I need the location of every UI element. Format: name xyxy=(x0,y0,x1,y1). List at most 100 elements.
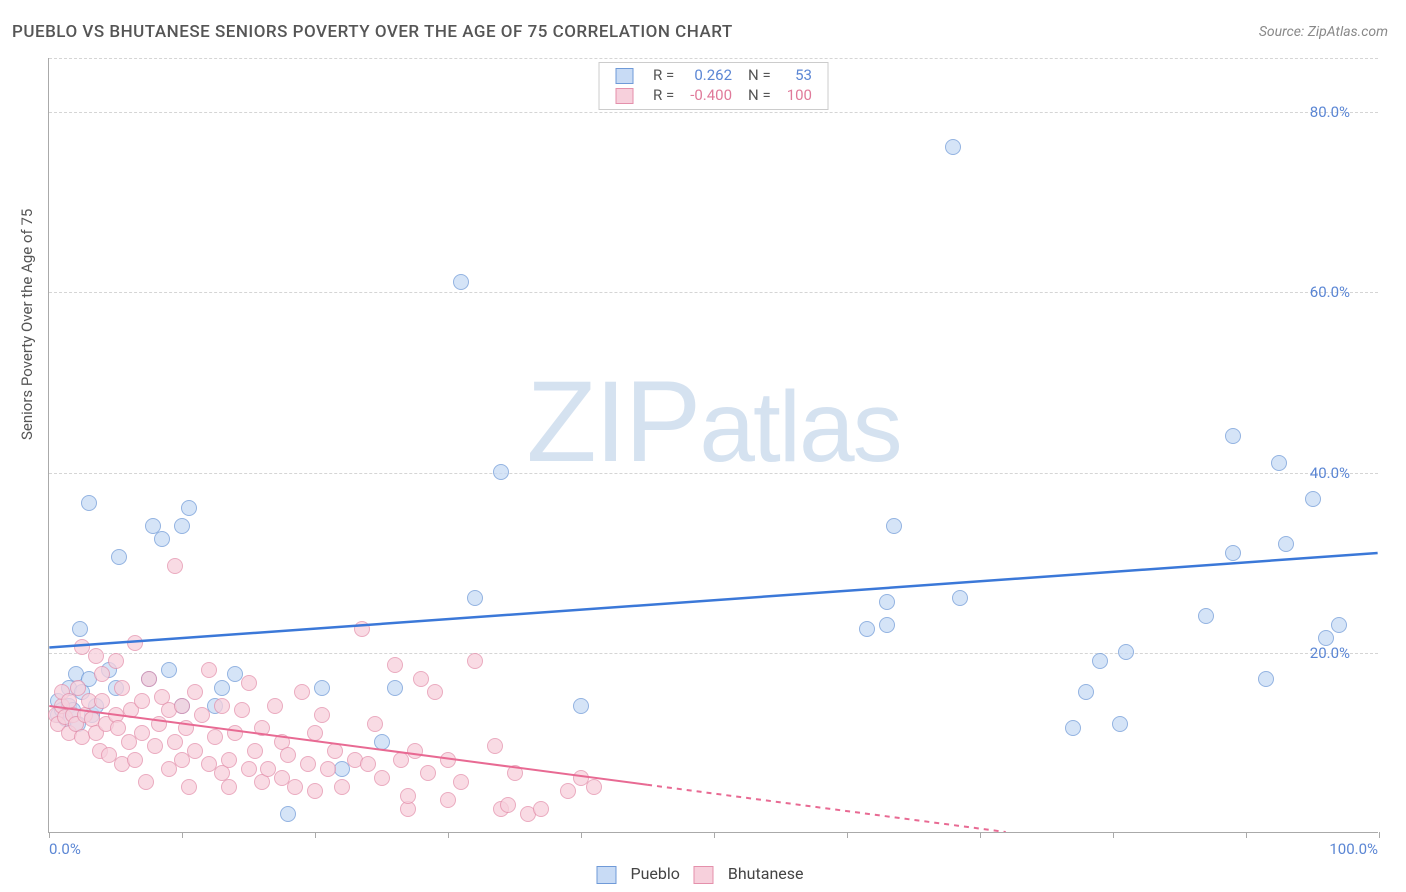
bhutanese-point xyxy=(147,738,163,754)
bhutanese-point xyxy=(320,761,336,777)
legend-label: Bhutanese xyxy=(728,864,804,883)
bhutanese-point xyxy=(440,752,456,768)
gridline xyxy=(49,653,1378,654)
pueblo-point xyxy=(387,680,403,696)
bhutanese-point xyxy=(114,680,130,696)
bhutanese-point xyxy=(127,752,143,768)
bhutanese-point xyxy=(241,675,257,691)
pueblo-point xyxy=(72,621,88,637)
bhutanese-point xyxy=(287,779,303,795)
pueblo-point xyxy=(886,518,902,534)
pueblo-point xyxy=(174,518,190,534)
legend-row-bhutanese: R =-0.400N =100 xyxy=(607,85,820,105)
x-tick xyxy=(1379,832,1380,838)
bhutanese-point xyxy=(247,743,263,759)
pueblo-point xyxy=(1278,536,1294,552)
y-axis-label: Seniors Poverty Over the Age of 75 xyxy=(18,209,36,440)
pueblo-point xyxy=(280,806,296,822)
x-tick xyxy=(581,832,582,838)
bhutanese-point xyxy=(354,621,370,637)
pueblo-point xyxy=(1305,491,1321,507)
bhutanese-point xyxy=(307,783,323,799)
watermark: ZIPatlas xyxy=(526,356,900,488)
pueblo-point xyxy=(314,680,330,696)
bhutanese-point xyxy=(194,707,210,723)
bhutanese-point xyxy=(221,779,237,795)
legend-swatch xyxy=(615,88,633,104)
legend-r-value: -0.400 xyxy=(682,85,740,105)
source-name: ZipAtlas.com xyxy=(1308,24,1388,40)
bhutanese-point xyxy=(487,738,503,754)
bhutanese-point xyxy=(507,765,523,781)
pueblo-point xyxy=(1225,545,1241,561)
bhutanese-point xyxy=(94,666,110,682)
bhutanese-point xyxy=(127,635,143,651)
bhutanese-point xyxy=(108,653,124,669)
y-tick-label: 20.0% xyxy=(1310,644,1350,662)
pueblo-point xyxy=(214,680,230,696)
bhutanese-point xyxy=(70,680,86,696)
pueblo-point xyxy=(81,495,97,511)
legend-row-pueblo: R =0.262N =53 xyxy=(607,65,820,85)
bhutanese-point xyxy=(227,725,243,741)
bhutanese-point xyxy=(94,693,110,709)
gridline xyxy=(49,473,1378,474)
bhutanese-point xyxy=(560,783,576,799)
bhutanese-point xyxy=(254,720,270,736)
x-tick-label: 0.0% xyxy=(49,840,81,858)
bhutanese-point xyxy=(241,761,257,777)
bhutanese-point xyxy=(201,662,217,678)
bhutanese-point xyxy=(500,797,516,813)
legend-r-label: R = xyxy=(645,65,682,85)
bhutanese-point xyxy=(533,801,549,817)
bhutanese-point xyxy=(440,792,456,808)
legend-r-value: 0.262 xyxy=(682,65,740,85)
pueblo-point xyxy=(1318,630,1334,646)
y-tick-label: 40.0% xyxy=(1310,464,1350,482)
pueblo-point xyxy=(573,698,589,714)
pueblo-point xyxy=(1258,671,1274,687)
x-tick xyxy=(448,832,449,838)
pueblo-point xyxy=(493,464,509,480)
bhutanese-point xyxy=(181,779,197,795)
bhutanese-point xyxy=(374,770,390,786)
pueblo-point xyxy=(453,274,469,290)
bhutanese-point xyxy=(334,779,350,795)
bhutanese-point xyxy=(453,774,469,790)
pueblo-point xyxy=(467,590,483,606)
bhutanese-point xyxy=(314,707,330,723)
bhutanese-point xyxy=(178,720,194,736)
bhutanese-point xyxy=(294,684,310,700)
gridline xyxy=(49,292,1378,293)
trend-lines xyxy=(49,58,1378,832)
watermark-atlas: atlas xyxy=(699,371,900,483)
bhutanese-point xyxy=(134,725,150,741)
pueblo-point xyxy=(1065,720,1081,736)
pueblo-point xyxy=(181,500,197,516)
x-tick xyxy=(49,832,50,838)
pueblo-point xyxy=(161,662,177,678)
bhutanese-point xyxy=(267,698,283,714)
bhutanese-point xyxy=(407,743,423,759)
legend-n-label: N = xyxy=(740,85,779,105)
legend-series: PuebloBhutanese xyxy=(592,864,813,884)
bhutanese-point xyxy=(467,653,483,669)
pueblo-point xyxy=(879,617,895,633)
pueblo-point xyxy=(945,139,961,155)
legend-correlation: R =0.262N =53R =-0.400N =100 xyxy=(598,62,829,110)
gridline xyxy=(49,58,1378,59)
watermark-zip: ZIP xyxy=(526,358,699,486)
pueblo-point xyxy=(1331,617,1347,633)
x-tick-label: 100.0% xyxy=(1329,840,1378,858)
bhutanese-point xyxy=(367,716,383,732)
bhutanese-point xyxy=(110,720,126,736)
bhutanese-point xyxy=(427,684,443,700)
pueblo-point xyxy=(154,531,170,547)
legend-n-value: 100 xyxy=(779,85,820,105)
bhutanese-point xyxy=(134,693,150,709)
x-tick xyxy=(182,832,183,838)
bhutanese-point xyxy=(300,756,316,772)
bhutanese-point xyxy=(207,729,223,745)
bhutanese-point xyxy=(280,747,296,763)
bhutanese-point xyxy=(167,558,183,574)
